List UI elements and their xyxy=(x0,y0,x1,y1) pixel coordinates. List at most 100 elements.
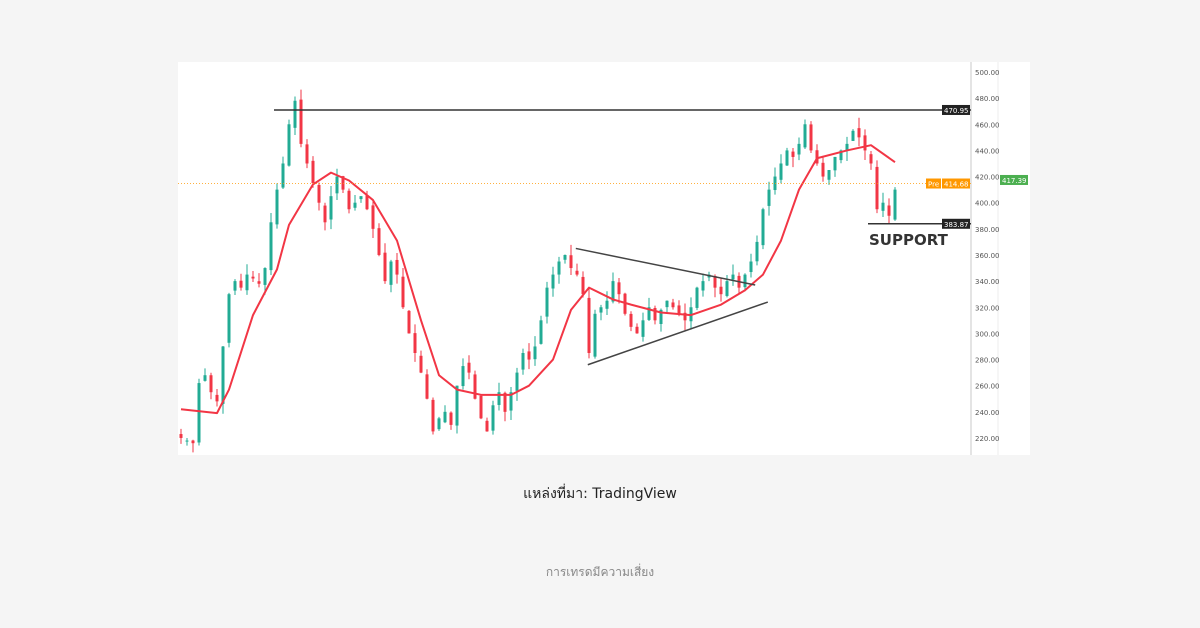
candle xyxy=(551,266,555,297)
support-price-label: 383.87 xyxy=(944,221,969,229)
candle xyxy=(695,286,699,311)
last-price-label-bg xyxy=(1000,174,1028,185)
candle xyxy=(563,254,567,264)
candle xyxy=(593,309,597,359)
candle xyxy=(701,273,705,297)
candle-body xyxy=(575,270,579,275)
pre-tag-bg xyxy=(926,178,941,189)
y-tick-label: 300.00 xyxy=(975,330,1000,338)
y-tick-label: 500.00 xyxy=(975,69,1000,77)
candle-body xyxy=(659,309,663,325)
candle-body xyxy=(875,166,879,210)
candle-body xyxy=(191,440,195,444)
candle-body xyxy=(581,276,585,295)
y-tick-label: 320.00 xyxy=(975,304,1000,312)
candle-body xyxy=(329,196,333,220)
candle xyxy=(443,405,447,424)
candle xyxy=(257,273,261,288)
price-chart: 220.00 240.00 260.00 280.00 300.00 320.00 340.… xyxy=(178,62,1030,455)
candle-body xyxy=(467,362,471,373)
candle-body xyxy=(557,261,561,275)
candle-body xyxy=(347,190,351,210)
candle-body xyxy=(443,411,447,423)
candle-body xyxy=(761,209,765,246)
candle xyxy=(737,272,741,294)
candle xyxy=(353,194,357,211)
candle xyxy=(461,358,465,390)
candle-body xyxy=(485,420,489,432)
candle xyxy=(845,136,849,161)
candle-body xyxy=(815,150,819,164)
support-annotation: SUPPORT xyxy=(869,231,949,249)
candle-body xyxy=(587,297,591,354)
candle xyxy=(641,312,645,342)
candle xyxy=(809,121,813,153)
candle-body xyxy=(755,241,759,262)
candle-body xyxy=(821,162,825,177)
candle xyxy=(413,324,417,362)
candle xyxy=(635,323,639,334)
candle-body xyxy=(827,170,831,180)
candle xyxy=(779,154,783,184)
candle xyxy=(719,278,723,302)
candle-body xyxy=(515,372,519,391)
candle xyxy=(389,259,393,293)
candle-body xyxy=(845,143,849,151)
candle xyxy=(191,439,195,453)
candle xyxy=(497,382,501,411)
candle xyxy=(287,119,291,167)
candle xyxy=(485,417,489,432)
candle xyxy=(539,315,543,345)
candle-body xyxy=(863,135,867,151)
candle xyxy=(479,394,483,420)
pre-market-tag: Pre xyxy=(928,181,939,189)
candle xyxy=(557,256,561,284)
candle xyxy=(605,291,609,316)
candle-body xyxy=(749,261,753,273)
candle xyxy=(251,270,255,282)
candle xyxy=(761,207,765,250)
y-tick-label: 260.00 xyxy=(975,383,1000,391)
candle xyxy=(431,397,435,435)
candle xyxy=(827,170,831,185)
candle-body xyxy=(323,205,327,223)
candle xyxy=(203,368,207,382)
candle xyxy=(401,268,405,310)
candle xyxy=(893,187,897,221)
candle xyxy=(425,369,429,400)
candle-body xyxy=(563,254,567,260)
candle-body xyxy=(605,300,609,309)
support-price-label-bg xyxy=(942,218,970,229)
candle-body xyxy=(353,202,357,208)
candle xyxy=(857,117,861,147)
candle-body xyxy=(851,130,855,141)
triangle-upper-line xyxy=(575,247,756,286)
candle xyxy=(371,200,375,238)
candle-body xyxy=(767,189,771,206)
y-tick-label: 420.00 xyxy=(975,174,1000,182)
y-tick-label: 220.00 xyxy=(975,435,1000,443)
candle xyxy=(329,186,333,230)
candle-body xyxy=(509,392,513,411)
candle xyxy=(515,367,519,401)
candle xyxy=(611,272,615,304)
candle-body xyxy=(371,205,375,229)
candle xyxy=(575,263,579,277)
candle-body xyxy=(599,307,603,313)
candle xyxy=(863,129,867,160)
candle xyxy=(875,160,879,214)
candle xyxy=(509,386,513,421)
candle xyxy=(785,147,789,166)
candle-body xyxy=(377,228,381,255)
candle-body xyxy=(893,189,897,220)
y-tick-label: 240.00 xyxy=(975,409,1000,417)
candle xyxy=(383,243,387,284)
candle xyxy=(851,129,855,141)
candle-body xyxy=(725,281,729,296)
candle xyxy=(527,343,531,370)
candle-body xyxy=(455,385,459,426)
candle-body xyxy=(545,287,549,317)
candle xyxy=(521,348,525,375)
candle-body xyxy=(551,274,555,289)
candle xyxy=(323,202,327,231)
